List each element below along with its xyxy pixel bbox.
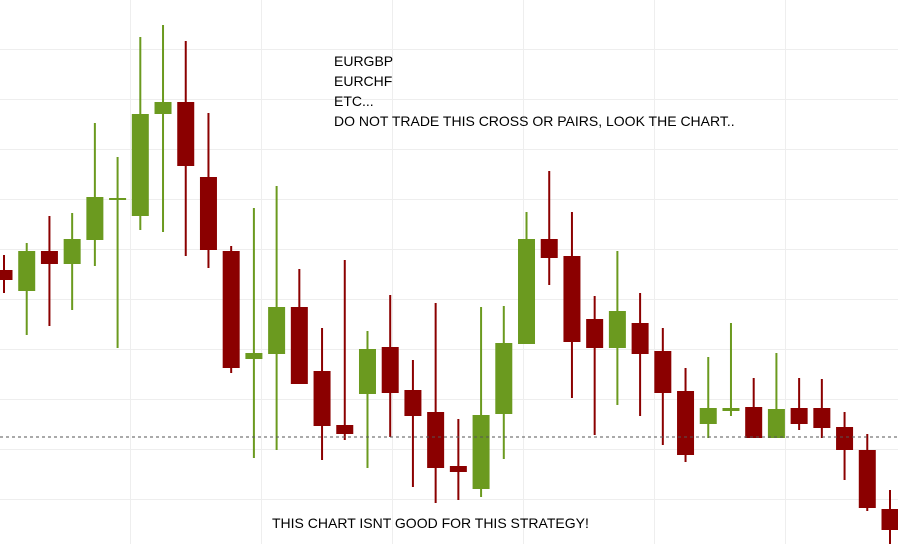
candle-body (131, 114, 149, 216)
candle-body (790, 408, 808, 424)
candle-body (0, 270, 13, 280)
candle-body (881, 509, 898, 530)
candle-body (358, 349, 376, 394)
candle-body (245, 353, 263, 359)
candle-body (199, 177, 217, 250)
candle-body (495, 343, 513, 414)
candle-body (290, 307, 308, 384)
candle-body (722, 408, 740, 411)
candle-body (608, 311, 626, 348)
candle-body (449, 466, 467, 472)
candle-body (654, 351, 672, 393)
annotation: EURGBP (334, 53, 394, 69)
candle-body (313, 371, 331, 426)
candle-body (63, 239, 81, 264)
annotation: ETC... (334, 93, 374, 109)
annotation: DO NOT TRADE THIS CROSS OR PAIRS, LOOK T… (334, 113, 735, 129)
candle-body (86, 197, 104, 240)
candle-body (836, 427, 854, 450)
candle-body (699, 408, 717, 424)
candle-body (540, 239, 558, 258)
caption: THIS CHART ISNT GOOD FOR THIS STRATEGY! (272, 515, 589, 531)
candle-body (427, 412, 445, 468)
candle-body (154, 102, 172, 114)
candle-body (40, 251, 58, 264)
candle-body (472, 415, 490, 489)
candle-body (381, 347, 399, 393)
candle-body (767, 409, 785, 438)
candle-body (518, 239, 536, 344)
candle-body (404, 390, 422, 416)
candle-body (268, 307, 286, 354)
candle-body (586, 319, 604, 348)
candle-body (631, 323, 649, 354)
annotation: EURCHF (334, 73, 393, 89)
candle-body (858, 450, 876, 508)
candle-body (18, 251, 36, 291)
candle-body (336, 425, 354, 434)
candle-body (563, 256, 581, 342)
candle-body (177, 102, 195, 166)
candle-body (677, 391, 695, 455)
candle-body (745, 407, 763, 438)
candle-body (109, 198, 127, 200)
candle-body (813, 408, 831, 428)
candle-body (222, 251, 240, 368)
